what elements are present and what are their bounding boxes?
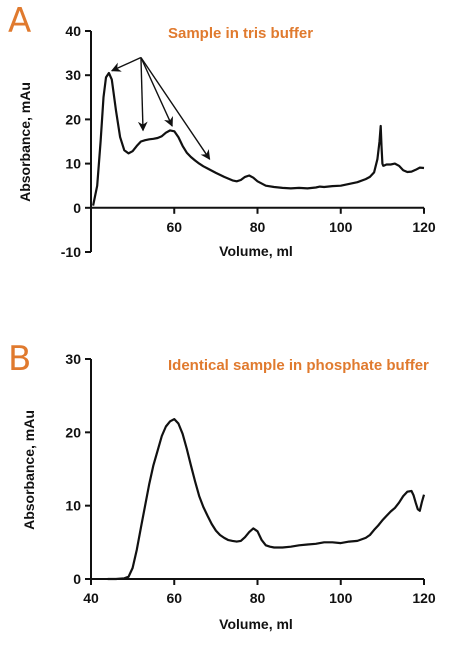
y-tick-label: 0 — [73, 571, 81, 587]
y-tick-label: 10 — [65, 498, 81, 514]
x-tick-label: 60 — [166, 590, 182, 606]
x-tick-label: 60 — [166, 219, 182, 235]
chart-panel-a: A Sample in tris buffer Volume, ml Absor… — [8, 1, 436, 260]
y-axis-label-a: Absorbance, mAu — [17, 82, 33, 202]
y-tick-label: -10 — [61, 244, 81, 260]
x-tick-label: 100 — [329, 219, 353, 235]
y-tick-label: 20 — [65, 111, 81, 127]
series-line — [107, 418, 426, 581]
x-tick-label: 80 — [250, 219, 266, 235]
x-axis-label-a: Volume, ml — [219, 243, 293, 259]
annotation-b: Identical sample in phosphate buffer — [168, 357, 429, 374]
y-tick-label: 30 — [65, 351, 81, 367]
x-tick-label: 80 — [250, 590, 266, 606]
annotation-a: Sample in tris buffer — [168, 25, 313, 42]
annotation-arrow — [140, 57, 211, 160]
annotation-arrow — [110, 56, 142, 72]
panel-label-a: A — [8, 1, 31, 41]
x-tick-label: 120 — [412, 219, 436, 235]
annotation-arrow — [140, 57, 173, 127]
panel-label-b: B — [8, 339, 31, 379]
x-tick-label: 120 — [412, 590, 436, 606]
x-tick-label: 40 — [83, 590, 99, 606]
x-axis-label-b: Volume, ml — [219, 616, 293, 632]
y-tick-label: 30 — [65, 67, 81, 83]
y-axis-label-b: Absorbance, mAu — [21, 410, 37, 530]
series-line — [92, 71, 425, 206]
y-tick-label: 10 — [65, 156, 81, 172]
y-tick-label: 0 — [73, 200, 81, 216]
x-tick-label: 100 — [329, 590, 353, 606]
chart-panel-b: B Identical sample in phosphate buffer V… — [8, 339, 436, 632]
annotation-arrow — [137, 57, 148, 132]
y-tick-label: 20 — [65, 424, 81, 440]
y-tick-label: 40 — [65, 23, 81, 39]
